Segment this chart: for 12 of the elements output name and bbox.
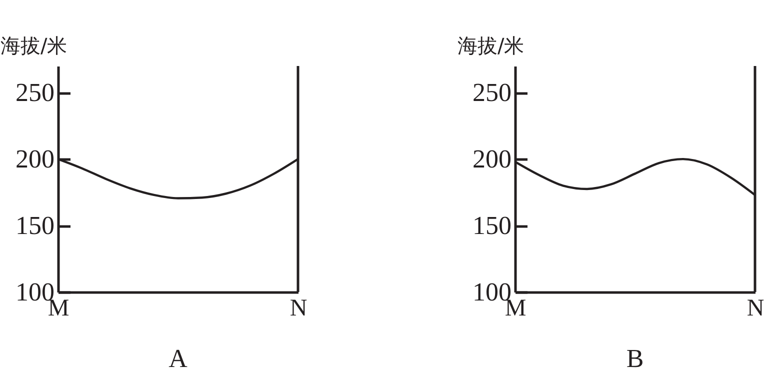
y-tick-label: 250 (472, 78, 512, 108)
y-tick-label: 200 (16, 144, 54, 174)
y-tick-label: 250 (16, 78, 54, 108)
text: A (168, 344, 188, 373)
y-tick-label: 200 (472, 144, 512, 174)
y-axis-title: 海拔/米 (0, 34, 68, 58)
y-tick-label: 150 (472, 211, 512, 240)
x-tick-label: N (290, 296, 308, 322)
y-axis-title: 海拔/米 (458, 34, 524, 58)
y-tick-label: 150 (16, 211, 54, 240)
x-tick-label: N (746, 296, 764, 322)
text: B (626, 344, 644, 373)
